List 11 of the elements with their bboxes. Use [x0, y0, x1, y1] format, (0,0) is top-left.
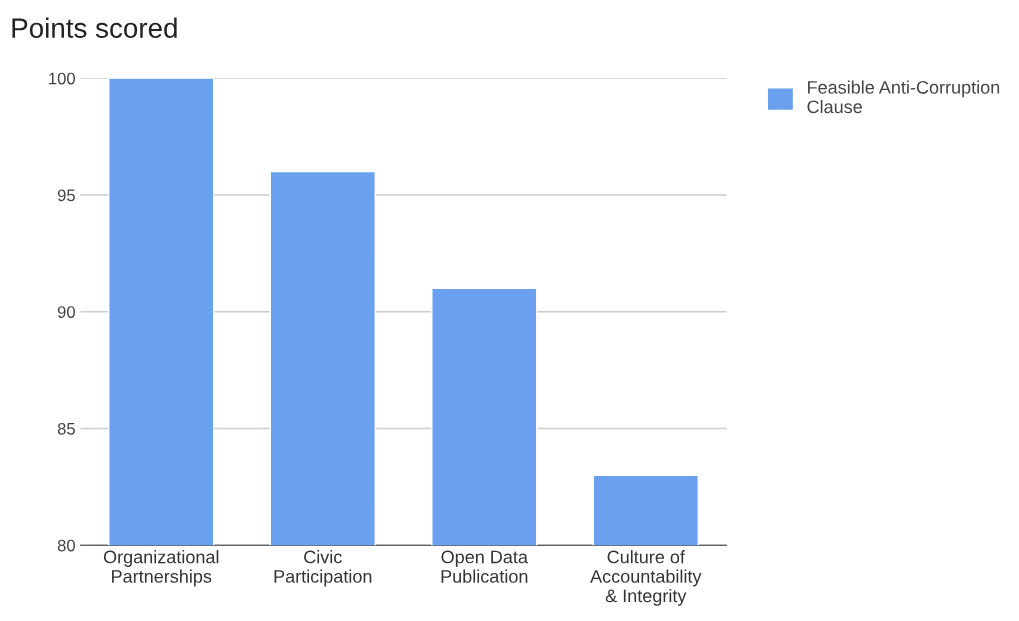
x-tick-label: Open Data Publication: [441, 550, 528, 583]
x-tick-label: Civic Participation: [274, 550, 372, 587]
y-tick-label: 95: [57, 189, 75, 202]
y-tick-label: 100: [49, 72, 75, 85]
chart-title: Points scored: [12, 17, 177, 38]
y-tick-label: 80: [57, 539, 75, 552]
x-tick-label: Culture of Accountability & Integrity: [590, 550, 702, 606]
y-tick-label: 85: [57, 422, 75, 435]
x-tick-label: Organizational Partnerships: [103, 550, 219, 587]
legend-label: Feasible Anti-Corruption Clause: [807, 80, 1000, 114]
y-tick-label: 90: [57, 306, 75, 318]
